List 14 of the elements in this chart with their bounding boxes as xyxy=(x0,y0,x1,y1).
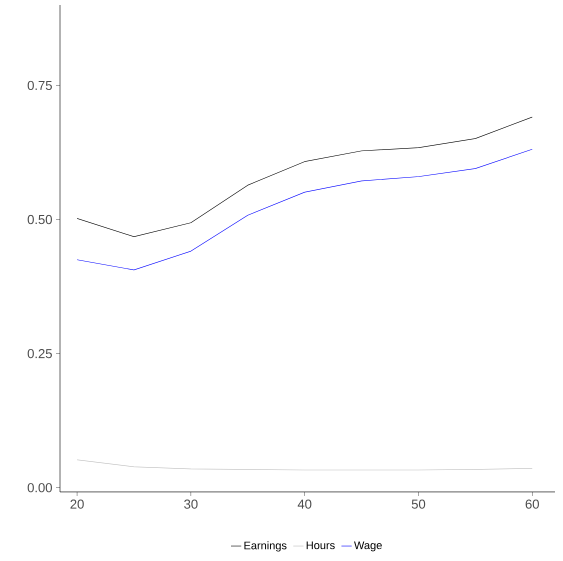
legend-label: Wage xyxy=(354,542,382,552)
legend-label: Earnings xyxy=(244,541,287,552)
x-tick-label: 20 xyxy=(70,500,84,509)
y-tick-label: 0.00 xyxy=(28,483,52,492)
x-tick-label: 60 xyxy=(526,500,539,509)
y-tick-label: 0.50 xyxy=(28,214,52,224)
legend-label: Hours xyxy=(306,542,335,550)
x-tick-label: 30 xyxy=(184,500,198,509)
x-tick-label: 50 xyxy=(412,500,426,509)
x-tick-label: 40 xyxy=(298,500,312,509)
line-series xyxy=(76,148,533,270)
y-tick-label: 0.75 xyxy=(28,80,52,90)
y-tick-label: 0.25 xyxy=(28,349,52,358)
line-series xyxy=(76,116,533,237)
